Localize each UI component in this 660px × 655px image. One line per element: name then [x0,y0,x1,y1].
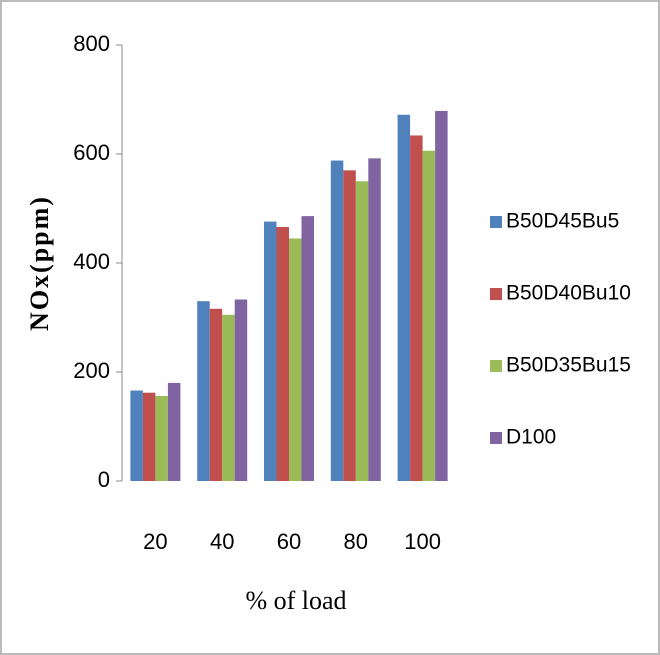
x-tick-label: 60 [277,529,301,554]
legend-label: B50D40Bu10 [506,282,631,305]
bar [155,395,168,481]
bar [209,308,223,481]
legend-swatch [490,288,502,300]
legend-swatch [490,216,502,228]
bar [167,382,181,481]
bar [422,150,436,482]
legend-swatch [490,432,502,444]
bar [330,160,344,482]
x-axis-label: % of load [245,586,346,615]
bar [368,158,381,482]
bar [397,114,411,481]
bar [301,216,314,481]
bar [142,392,156,481]
x-tick-label: 100 [404,529,441,554]
y-tick-label: 600 [73,140,110,165]
bar [197,301,210,481]
x-tick-label: 80 [344,529,368,554]
legend-label: B50D45Bu5 [506,210,619,233]
bar [234,299,248,481]
legend-label: B50D35Bu15 [506,354,631,377]
y-tick-label: 800 [73,31,110,56]
y-tick-label: 400 [73,249,110,274]
legend-swatch [490,360,502,372]
bar [343,170,356,481]
bar [355,181,369,481]
y-tick-label: 0 [98,467,110,492]
bar [264,221,277,481]
bar [435,110,448,481]
bar [130,390,143,481]
bar [222,314,235,481]
x-tick-label: 40 [210,529,234,554]
legend-label: D100 [506,426,556,449]
y-tick-label: 200 [73,358,110,383]
y-axis-label: NOx(ppm) [25,195,54,331]
bar [410,135,423,481]
bar [276,227,289,481]
x-tick-label: 20 [143,529,167,554]
bar [289,238,302,481]
